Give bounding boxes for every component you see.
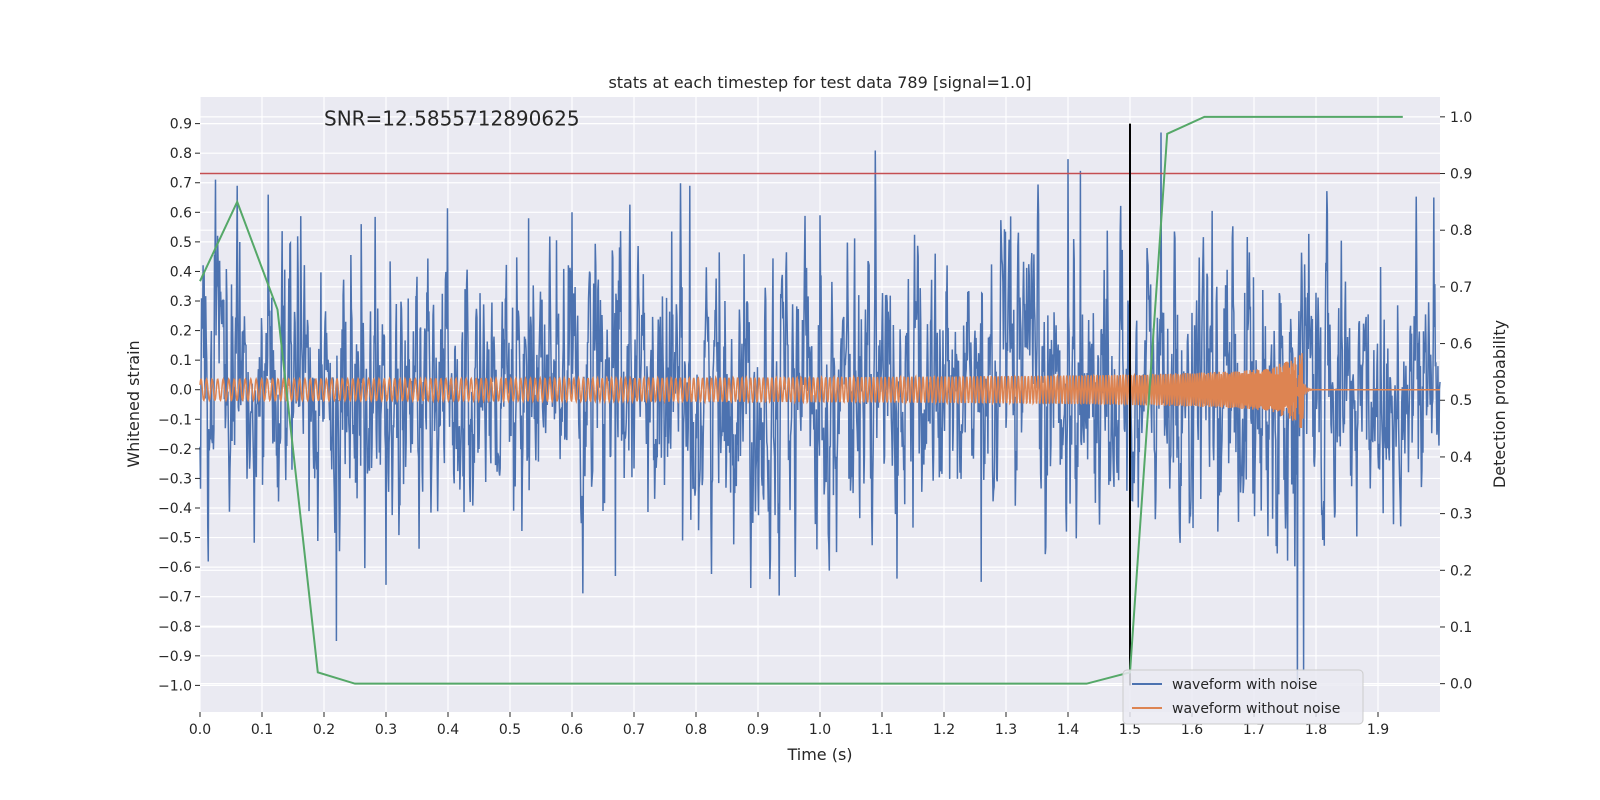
legend-label-clean: waveform without noise [1172,701,1340,717]
x-tick-label: 0.3 [375,722,397,738]
legend: waveform with noise waveform without noi… [1122,669,1364,725]
chart-title: stats at each timestep for test data 789… [608,73,1031,92]
y-tick-label: 0.6 [170,205,192,221]
legend-box [1122,669,1364,725]
y-tick-label: 0.5 [170,235,192,251]
x-tick-label: 0.6 [561,722,583,738]
y-tick-label: 0.2 [170,324,192,340]
y2-tick-label: 0.7 [1450,280,1472,296]
x-tick-label: 0.2 [313,722,335,738]
y2-tick-label: 1.0 [1450,110,1472,126]
y-tick-label: −0.2 [158,442,192,458]
y-tick-label: 0.0 [170,383,192,399]
y2-tick-label: 0.4 [1450,450,1472,466]
x-tick-label: 0.7 [623,722,645,738]
series-detection-probability [199,115,1403,685]
y-tick-label: 0.9 [170,117,192,133]
y-axis-label: Whitened strain [124,340,143,467]
y-tick-label: −0.1 [158,412,192,428]
series-waveform-with-noise [199,132,1441,686]
y-tick-label: 0.3 [170,294,192,310]
x-tick-label: 1.8 [1305,722,1327,738]
snr-annotation: SNR=12.5855712890625 [324,107,580,131]
y-tick-label: 0.7 [170,176,192,192]
y-tick-label: −0.8 [158,619,192,635]
y-tick-label: 0.4 [170,264,192,280]
y-tick-label: −0.9 [158,649,192,665]
plot-series [199,115,1441,686]
x-tick-label: 1.6 [1181,722,1203,738]
x-tick-label: 1.3 [995,722,1017,738]
x-tick-label: 1.9 [1367,722,1389,738]
x-axis-label: Time (s) [786,745,852,764]
y2-axis-label: Detection probability [1490,320,1509,488]
y-tick-label: 0.8 [170,146,192,162]
y-tick-label: −0.4 [158,501,192,517]
y-tick-label: −0.3 [158,471,192,487]
x-tick-label: 0.1 [251,722,273,738]
x-tick-label: 1.4 [1057,722,1079,738]
x-tick-label: 0.8 [685,722,707,738]
y-tick-label: −0.7 [158,590,192,606]
x-tick-label: 0.4 [437,722,459,738]
y-tick-label: −1.0 [158,678,192,694]
y-axis-ticks: 0.9 0.8 0.7 0.6 0.5 0.4 0.3 0.2 0.1 0.0 −0.1 −0.2 −0… [158,117,200,694]
x-axis-ticks: 0.0 0.1 0.2 0.3 0.4 0.5 0.6 0.7 0.8 0.9 1.0 1.1 1.2 1… [189,712,1389,738]
x-tick-label: 1.5 [1119,722,1141,738]
y-tick-label: 0.1 [170,353,192,369]
x-tick-label: 0.0 [189,722,211,738]
y2-tick-label: 0.8 [1450,223,1472,239]
x-tick-label: 1.1 [871,722,893,738]
y-tick-label: −0.5 [158,531,192,547]
y2-tick-label: 0.2 [1450,563,1472,579]
y2-tick-label: 0.6 [1450,337,1472,353]
y2-tick-label: 0.3 [1450,507,1472,523]
series-waveform-without-noise [199,353,1440,429]
y2-tick-label: 0.1 [1450,620,1472,636]
x-tick-label: 0.9 [747,722,769,738]
y2-axis-ticks: 1.0 0.9 0.8 0.7 0.6 0.5 0.4 0.3 0.2 0.1 0.0 [1440,110,1472,693]
x-tick-label: 1.2 [933,722,955,738]
y-tick-label: −0.6 [158,560,192,576]
x-tick-label: 0.5 [499,722,521,738]
legend-label-noise: waveform with noise [1172,677,1317,693]
x-tick-label: 1.7 [1243,722,1265,738]
y2-tick-label: 0.0 [1450,677,1472,693]
y2-tick-label: 0.5 [1450,393,1472,409]
x-tick-label: 1.0 [809,722,831,738]
y2-tick-label: 0.9 [1450,167,1472,183]
